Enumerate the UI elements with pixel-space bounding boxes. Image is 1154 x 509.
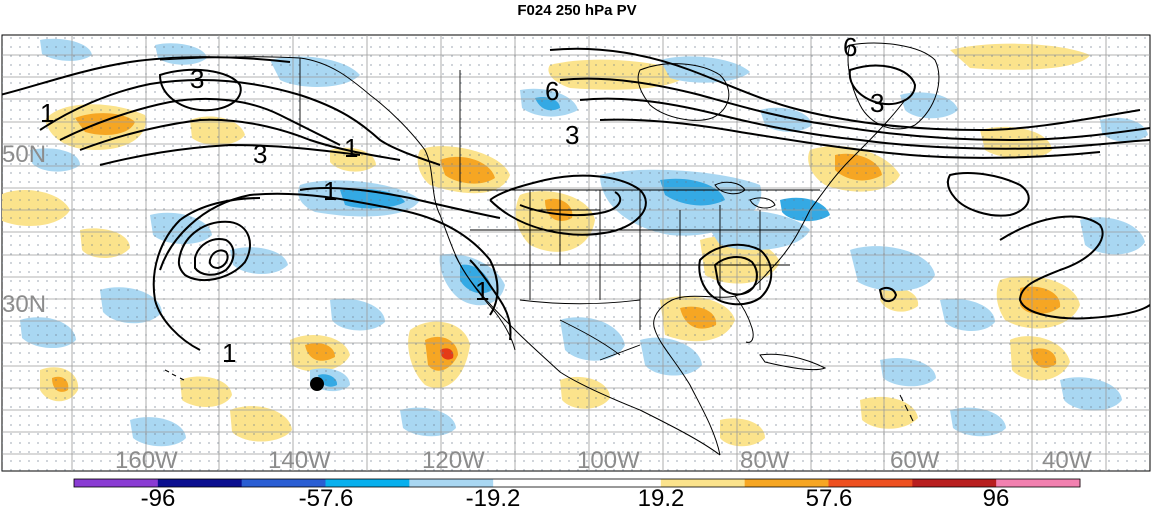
- colorbar-tick-label: 57.6: [806, 485, 853, 509]
- colorbar-tick-label: -19.2: [466, 485, 521, 509]
- lat-lon-grid: [2, 35, 1150, 471]
- contour-label: 3: [190, 64, 204, 94]
- colorbar-tick-label: -57.6: [299, 485, 354, 509]
- colorbar-tick-label: 96: [983, 485, 1010, 509]
- colorbar-segment: [157, 479, 243, 487]
- colorbar-tick-label: 19.2: [638, 485, 685, 509]
- colorbar-segment: [409, 479, 494, 487]
- contour-label: 3: [565, 120, 579, 150]
- contour-label: 1: [222, 338, 236, 368]
- contour-label: 6: [843, 32, 857, 62]
- lon-label: 140W: [268, 447, 331, 474]
- colorbar-segment: [744, 479, 829, 487]
- lon-label: 120W: [422, 447, 485, 474]
- contour-label: 3: [870, 88, 884, 118]
- colorbar-segment: [577, 479, 662, 487]
- colorbar-segments: [74, 479, 1081, 487]
- contour-label: 3: [253, 139, 267, 169]
- lon-label: 160W: [115, 447, 178, 474]
- colorbar-segment: [912, 479, 997, 487]
- location-marker: [310, 377, 324, 391]
- colorbar-tick-label: -96: [141, 485, 176, 509]
- contour-label: 1: [344, 133, 358, 163]
- map-title: F024 250 hPa PV: [517, 2, 637, 19]
- lat-label-50n: 50N: [2, 141, 46, 168]
- contour-label: 6: [545, 76, 559, 106]
- lat-label-30n: 30N: [2, 291, 46, 318]
- pv-contours: [2, 47, 1150, 351]
- colorbar-segment: [996, 479, 1081, 487]
- lon-label: 40W: [1042, 447, 1092, 474]
- contour-label: 1: [323, 176, 337, 206]
- colorbar-segment: [828, 479, 913, 487]
- colorbar-segment: [74, 479, 159, 487]
- colorbar-segment: [241, 479, 326, 487]
- colorbar-segment: [660, 479, 746, 487]
- colorbar-segment: [325, 479, 410, 487]
- colorbar-segment: [493, 479, 578, 487]
- contour-label: 1: [40, 98, 54, 128]
- lon-label: 60W: [890, 447, 940, 474]
- lon-label: 80W: [740, 447, 790, 474]
- lon-label: 100W: [577, 447, 640, 474]
- contour-label: 1: [475, 276, 489, 306]
